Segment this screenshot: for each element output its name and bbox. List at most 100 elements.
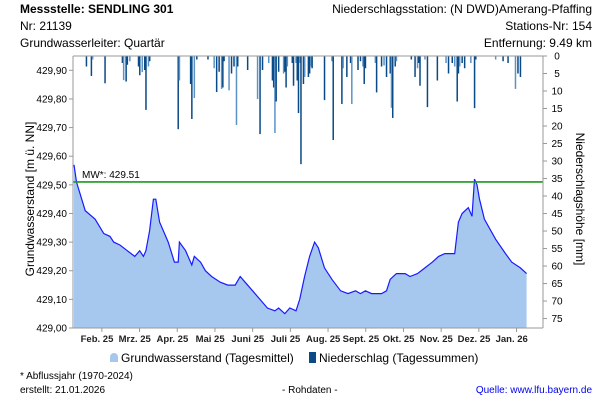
legend-groundwater: Grundwasserstand (Tagesmittel)	[110, 351, 294, 365]
x-tick-label: Feb. 25	[81, 334, 114, 345]
precipitation-bar	[141, 56, 143, 73]
precipitation-bar	[303, 56, 306, 78]
y-tick-label: 429,60	[36, 152, 67, 163]
precipitation-bar	[177, 56, 179, 130]
x-tick-label: Dez. 25	[458, 334, 491, 345]
precip-station: Niederschlagsstation: (N DWD)Amerang-Pfa…	[332, 2, 592, 16]
precipitation-bar	[178, 56, 181, 81]
aquifer: Grundwasserleiter: Quartär	[20, 36, 165, 50]
precipitation-bar	[246, 56, 249, 71]
precipitation-bar	[436, 56, 439, 81]
mean-label: MW*: 429.51	[82, 170, 140, 181]
precipitation-bar	[256, 56, 259, 100]
x-tick-label: Juli 25	[271, 334, 301, 345]
y2-tick-label: 65	[551, 279, 563, 290]
precipitation-bar	[426, 56, 429, 108]
precipitation-bar	[395, 56, 398, 62]
precipitation-bar	[331, 56, 333, 62]
precipitation-bar	[271, 56, 274, 81]
precipitation-bar	[302, 56, 305, 85]
precipitation-bar	[298, 56, 301, 64]
precipitation-bar	[375, 56, 378, 93]
precipitation-bar	[445, 56, 447, 64]
precipitation-bar	[307, 56, 310, 78]
precipitation-bar	[351, 56, 353, 104]
footnote: * Abflussjahr (1970-2024)	[20, 371, 133, 382]
precipitation-bar	[363, 56, 365, 85]
precipitation-bar	[286, 56, 289, 67]
precipitation-bar	[191, 56, 193, 120]
distance: Entfernung: 9.49 km	[483, 36, 592, 50]
y2-axis-label: Niederschlagshöhe [mm]	[573, 132, 587, 266]
precipitation-bar	[125, 56, 127, 82]
precipitation-bar	[341, 56, 343, 104]
y-tick-label: 429,80	[36, 94, 67, 105]
precipitation-bar	[507, 56, 509, 64]
precipitation-bar	[394, 56, 396, 67]
precipitation-bar	[196, 56, 198, 60]
precipitation-bar	[121, 56, 124, 64]
y2-tick-label: 50	[551, 227, 563, 238]
station-number: Nr: 21139	[20, 19, 72, 33]
precipitation-bar	[391, 56, 394, 118]
y2-tick-label: 75	[551, 314, 563, 325]
y2-tick-label: 60	[551, 262, 563, 273]
precipitation-bar	[126, 56, 129, 65]
precipitation-bar	[213, 56, 215, 69]
precipitation-bar	[458, 56, 461, 67]
precipitation-bar	[453, 56, 456, 67]
precipitation-bar	[357, 56, 359, 71]
precipitation-bar	[457, 56, 460, 74]
precipitation-bar	[291, 56, 294, 64]
precipitation-bar	[297, 56, 300, 114]
precipitation-bar	[323, 56, 326, 101]
x-tick-label: Mai 25	[196, 334, 226, 345]
x-tick-label: Apr. 25	[157, 334, 189, 345]
y-tick-label: 429,20	[36, 266, 67, 277]
precipitation-bar	[122, 56, 125, 81]
y2-tick-label: 40	[551, 192, 563, 203]
precipitation-bar	[220, 56, 223, 89]
x-tick-label: Mrz. 25	[119, 334, 152, 345]
precipitation-bar	[143, 56, 146, 71]
precipitation-bar	[463, 56, 466, 69]
precipitation-bar	[300, 56, 302, 165]
legend-precipitation-label: Niederschlag (Tagessummen)	[319, 351, 479, 365]
y-tick-label: 429,40	[36, 209, 67, 220]
precipitation-bar	[235, 56, 238, 125]
precipitation-bar	[90, 56, 93, 76]
precipitation-bar	[207, 56, 209, 60]
precipitation-bar	[147, 56, 150, 67]
precip-station-number: Stations-Nr: 154	[505, 19, 592, 33]
precipitation-bar	[514, 56, 517, 89]
y2-tick-label: 35	[551, 174, 563, 185]
precipitation-bar	[517, 56, 519, 74]
precipitation-bar	[349, 56, 352, 64]
precipitation-bar	[519, 56, 522, 78]
y2-tick-label: 5	[554, 69, 560, 80]
legend-area-icon	[110, 353, 118, 362]
legend-precipitation: Niederschlag (Tagessummen)	[309, 351, 478, 365]
precipitation-bar	[385, 56, 388, 78]
y2-tick-label: 70	[551, 297, 563, 308]
precipitation-bar	[277, 56, 280, 72]
precipitation-bar	[310, 56, 312, 67]
y-tick-label: 429,30	[36, 238, 67, 249]
precipitation-bar	[236, 56, 239, 67]
precipitation-bar	[389, 56, 391, 74]
precipitation-bar	[414, 56, 416, 78]
precipitation-bar	[295, 56, 297, 64]
precipitation-bar	[189, 56, 192, 85]
precipitation-bar	[85, 56, 88, 67]
precipitation-bar	[456, 56, 458, 102]
precipitation-bar	[223, 56, 225, 62]
precipitation-bar	[274, 56, 276, 134]
precipitation-bar	[418, 56, 420, 64]
precipitation-bar	[419, 56, 421, 86]
source-link[interactable]: Quelle: www.lfu.bayern.de	[475, 385, 592, 396]
precipitation-bar	[148, 56, 151, 62]
precipitation-bar	[475, 56, 477, 60]
precipitation-bar	[410, 56, 413, 60]
precipitation-bar	[218, 56, 220, 72]
